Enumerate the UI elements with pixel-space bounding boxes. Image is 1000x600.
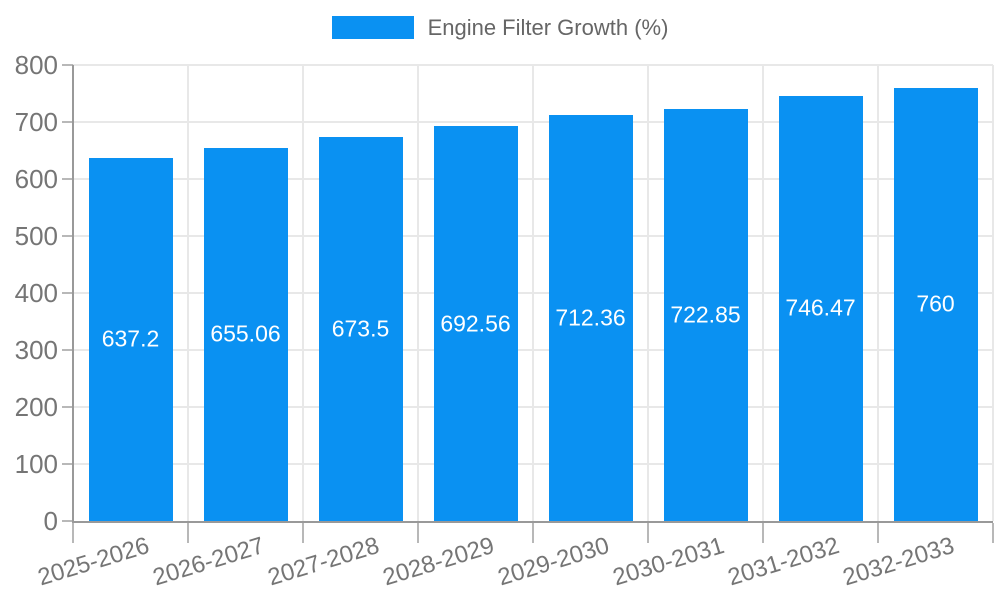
bar-value-label: 746.47 xyxy=(785,294,856,321)
y-axis-tick xyxy=(62,349,73,351)
x-axis-tick-label: 2029-2030 xyxy=(494,532,613,592)
legend-label: Engine Filter Growth (%) xyxy=(427,15,669,40)
gridline-vertical xyxy=(532,65,534,521)
legend-item[interactable]: Engine Filter Growth (%) xyxy=(331,15,669,40)
bar-value-label: 692.56 xyxy=(440,310,511,337)
y-axis-tick-label: 200 xyxy=(14,392,58,422)
x-axis-tick-label: 2031-2032 xyxy=(724,532,843,592)
bar[interactable]: 722.85 xyxy=(663,108,748,521)
y-axis-tick-label: 300 xyxy=(14,335,58,365)
bar-value-label: 712.36 xyxy=(555,304,626,331)
x-axis-tick xyxy=(532,523,534,543)
x-axis-tick xyxy=(417,523,419,543)
y-axis-tick-label: 0 xyxy=(43,506,58,536)
y-axis-tick xyxy=(62,178,73,180)
x-axis-tick-label: 2025-2026 xyxy=(34,532,153,592)
bar-value-label: 760 xyxy=(916,290,955,317)
bar[interactable]: 637.2 xyxy=(88,157,173,521)
bar-value-label: 673.5 xyxy=(331,315,390,342)
x-axis-tick xyxy=(992,523,994,543)
x-axis-tick-label: 2027-2028 xyxy=(264,532,383,592)
x-axis-tick-label: 2026-2027 xyxy=(149,532,268,592)
gridline-vertical xyxy=(302,65,304,521)
y-axis-tick-label: 400 xyxy=(14,278,58,308)
bar[interactable]: 655.06 xyxy=(203,147,288,521)
y-axis-tick-label: 700 xyxy=(14,107,58,137)
x-axis-tick xyxy=(762,523,764,543)
bar-value-label: 722.85 xyxy=(670,301,741,328)
y-axis-tick xyxy=(62,64,73,66)
gridline-vertical xyxy=(647,65,649,521)
y-axis-tick xyxy=(62,463,73,465)
x-axis-tick-label: 2028-2029 xyxy=(379,532,498,592)
y-axis-tick-label: 600 xyxy=(14,164,58,194)
gridline-vertical xyxy=(762,65,764,521)
x-axis-tick xyxy=(187,523,189,543)
bar[interactable]: 673.5 xyxy=(318,137,403,521)
bar[interactable]: 692.56 xyxy=(433,126,518,521)
y-axis-tick-label: 100 xyxy=(14,449,58,479)
x-axis-tick-label: 2030-2031 xyxy=(609,532,728,592)
y-axis-tick xyxy=(62,121,73,123)
x-axis-line xyxy=(73,521,993,523)
x-axis-tick-label: 2032-2033 xyxy=(839,532,958,592)
x-axis-tick xyxy=(647,523,649,543)
y-axis-tick-label: 500 xyxy=(14,221,58,251)
bar[interactable]: 712.36 xyxy=(548,114,633,521)
legend-swatch xyxy=(331,16,414,39)
chart-legend: Engine Filter Growth (%) xyxy=(0,16,1000,39)
gridline-vertical xyxy=(877,65,879,521)
y-axis-tick xyxy=(62,292,73,294)
x-axis-tick xyxy=(302,523,304,543)
gridline-vertical xyxy=(187,65,189,521)
bar[interactable]: 760 xyxy=(893,87,978,521)
y-axis-line xyxy=(72,65,74,523)
y-axis-tick xyxy=(62,520,73,522)
gridline-vertical xyxy=(992,65,994,521)
bar-value-label: 637.2 xyxy=(101,325,160,352)
x-axis-tick xyxy=(877,523,879,543)
y-axis-tick-label: 800 xyxy=(14,50,58,80)
y-axis-tick xyxy=(62,406,73,408)
x-axis-tick xyxy=(72,523,74,543)
gridline-vertical xyxy=(417,65,419,521)
bar-value-label: 655.06 xyxy=(210,320,281,347)
bar[interactable]: 746.47 xyxy=(778,95,863,521)
y-axis-tick xyxy=(62,235,73,237)
